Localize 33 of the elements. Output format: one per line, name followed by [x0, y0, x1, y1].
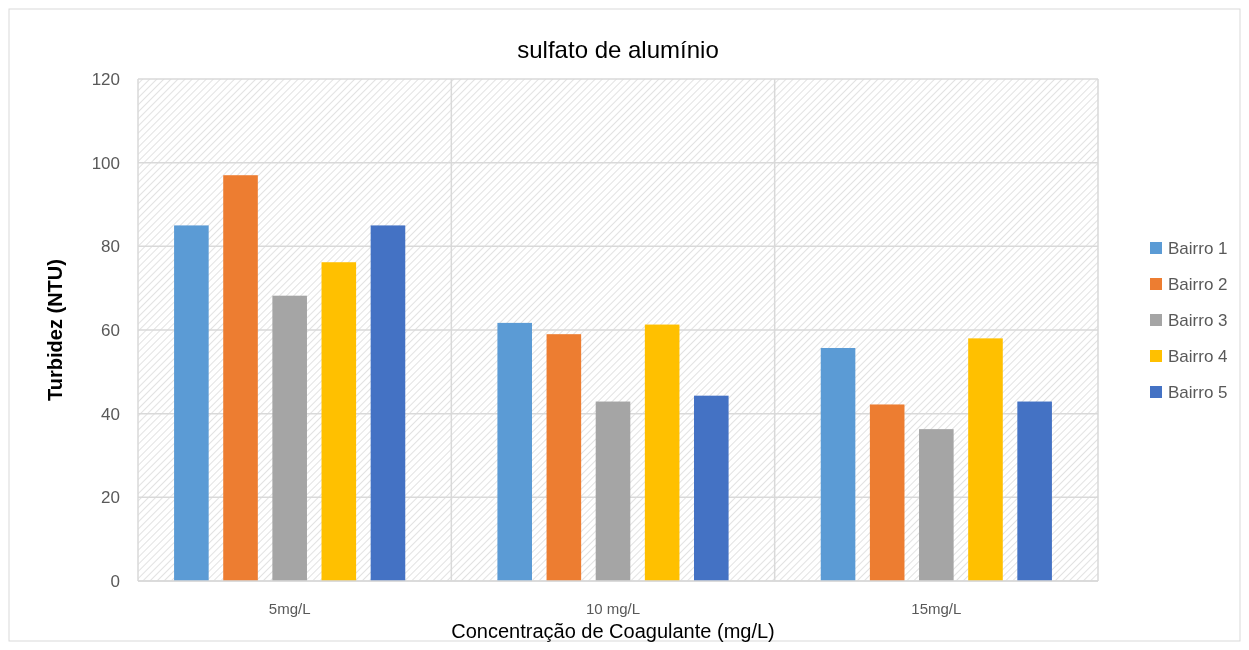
legend-label: Bairro 1: [1168, 238, 1228, 258]
chart-title: sulfato de alumínio: [517, 36, 719, 63]
y-axis-title: Turbidez (NTU): [44, 259, 66, 401]
legend-label: Bairro 5: [1168, 382, 1228, 402]
y-tick-label: 80: [101, 237, 120, 257]
bar: [1017, 401, 1052, 581]
bar: [694, 395, 729, 581]
bar: [321, 262, 357, 581]
x-tick-label: 5mg/L: [268, 600, 311, 617]
y-tick-label: 60: [101, 320, 120, 340]
bar: [223, 175, 258, 581]
bar: [820, 347, 856, 581]
bar: [370, 225, 406, 581]
x-tick-label: 15mg/L: [911, 600, 962, 617]
legend-label: Bairro 4: [1168, 346, 1228, 366]
y-tick-label: 0: [110, 571, 120, 591]
y-tick-label: 20: [101, 488, 120, 508]
x-axis-title: Concentração de Coagulante (mg/L): [451, 620, 775, 642]
x-tick-label: 10 mg/L: [585, 600, 641, 617]
bar: [644, 324, 680, 581]
y-tick-label: 120: [91, 69, 120, 89]
y-tick-label: 40: [101, 404, 120, 424]
bar: [919, 429, 954, 581]
bar: [869, 404, 905, 581]
bar: [497, 322, 532, 581]
bar: [174, 225, 209, 581]
bar: [272, 295, 307, 581]
bar: [595, 401, 631, 581]
legend-label: Bairro 3: [1168, 310, 1228, 330]
legend-label: Bairro 2: [1168, 274, 1228, 294]
y-tick-label: 100: [91, 153, 120, 173]
bar: [546, 334, 582, 581]
bar: [968, 338, 1003, 581]
